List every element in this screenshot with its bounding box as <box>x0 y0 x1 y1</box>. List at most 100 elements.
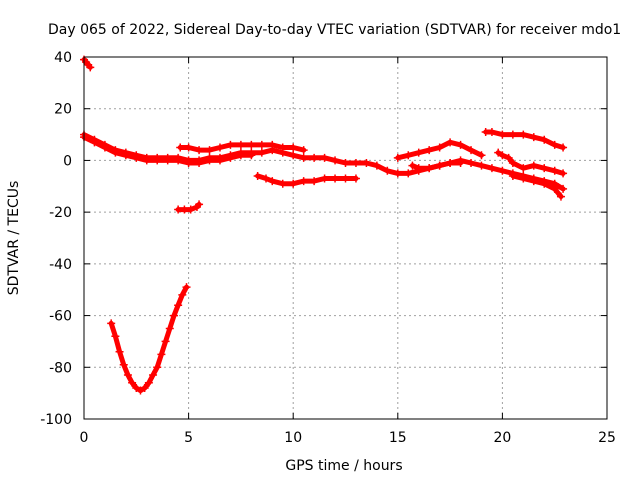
data-point <box>446 159 455 168</box>
data-point <box>121 151 130 160</box>
data-point <box>550 140 559 149</box>
data-point <box>540 164 549 173</box>
data-point <box>165 324 174 333</box>
data-point <box>404 151 413 160</box>
data-point <box>504 153 513 162</box>
series-upper-arc-2 <box>393 138 486 162</box>
data-point <box>289 151 298 160</box>
data-point <box>215 156 224 165</box>
data-point <box>467 159 476 168</box>
data-point <box>494 148 503 157</box>
data-point <box>128 378 137 387</box>
x-tick-label: 15 <box>389 430 407 446</box>
data-point <box>414 164 423 173</box>
y-tick-label: 20 <box>54 102 72 118</box>
data-point <box>425 164 434 173</box>
data-point <box>257 140 266 149</box>
x-tick-label: 20 <box>493 430 511 446</box>
data-point <box>477 161 486 170</box>
data-point <box>257 148 266 157</box>
data-point <box>182 283 191 292</box>
data-point <box>153 156 162 165</box>
data-point <box>262 174 271 183</box>
series-short-segment <box>174 200 204 214</box>
data-point <box>157 350 166 359</box>
data-point <box>90 138 99 147</box>
y-tick-label: -20 <box>49 205 72 221</box>
data-point <box>341 174 350 183</box>
data-point <box>414 148 423 157</box>
data-point <box>100 143 109 152</box>
x-tick-label: 5 <box>184 430 193 446</box>
y-tick-label: -100 <box>40 412 72 428</box>
data-point <box>119 360 128 369</box>
data-point <box>115 347 124 356</box>
y-tick-label: 40 <box>54 50 72 66</box>
chart-title: Day 065 of 2022, Sidereal Day-to-day VTE… <box>48 22 621 38</box>
data-point <box>278 143 287 152</box>
data-point <box>195 159 204 168</box>
data-point <box>498 166 507 175</box>
data-point <box>425 146 434 155</box>
data-point <box>519 174 528 183</box>
data-point <box>331 174 340 183</box>
data-point <box>435 143 444 152</box>
data-point <box>435 161 444 170</box>
y-tick-label: -80 <box>49 360 72 376</box>
data-point <box>310 177 319 186</box>
data-point <box>123 371 132 380</box>
series-deep-dip <box>107 283 191 395</box>
data-point <box>278 179 287 188</box>
data-point <box>299 153 308 162</box>
series-late-high <box>481 127 568 152</box>
data-point <box>268 177 277 186</box>
data-point <box>111 332 120 341</box>
data-point <box>351 159 360 168</box>
data-point <box>153 363 162 372</box>
data-point <box>253 171 262 180</box>
data-point <box>559 143 568 152</box>
data-point <box>236 140 245 149</box>
data-point <box>456 140 465 149</box>
data-point <box>320 174 329 183</box>
data-point <box>477 151 486 160</box>
data-point <box>393 153 402 162</box>
data-point <box>111 148 120 157</box>
data-point <box>529 177 538 186</box>
data-point <box>186 205 195 214</box>
data-point <box>247 140 256 149</box>
data-point <box>408 161 417 170</box>
series-late-low <box>508 171 565 201</box>
series-band <box>108 284 189 394</box>
data-point <box>559 169 568 178</box>
data-point <box>299 177 308 186</box>
data-point <box>540 135 549 144</box>
data-point <box>132 153 141 162</box>
series-upper-arc-1 <box>176 140 308 155</box>
data-point <box>487 164 496 173</box>
data-point <box>540 179 549 188</box>
data-point <box>508 171 517 180</box>
axis-ticks: 0 5 10 15 20 25 -100 -80 -60 -40 -20 0 20 40 <box>40 50 616 446</box>
data-point <box>529 161 538 170</box>
data-point <box>184 143 193 152</box>
data-point <box>467 146 476 155</box>
data-point <box>86 63 95 72</box>
data-point <box>331 156 340 165</box>
data-point <box>508 159 517 168</box>
data-point <box>174 156 183 165</box>
data-point <box>351 174 360 183</box>
series-band <box>81 57 93 70</box>
data-point <box>310 153 319 162</box>
data-point <box>556 192 565 201</box>
data-point <box>195 146 204 155</box>
data-point <box>383 166 392 175</box>
data-point <box>144 378 153 387</box>
data-point <box>226 153 235 162</box>
data-point <box>519 130 528 139</box>
x-axis-label: GPS time / hours <box>285 458 402 474</box>
data-point <box>195 200 204 209</box>
series-mid-blip <box>408 159 465 173</box>
data-point <box>498 151 507 160</box>
data-point <box>107 319 116 328</box>
